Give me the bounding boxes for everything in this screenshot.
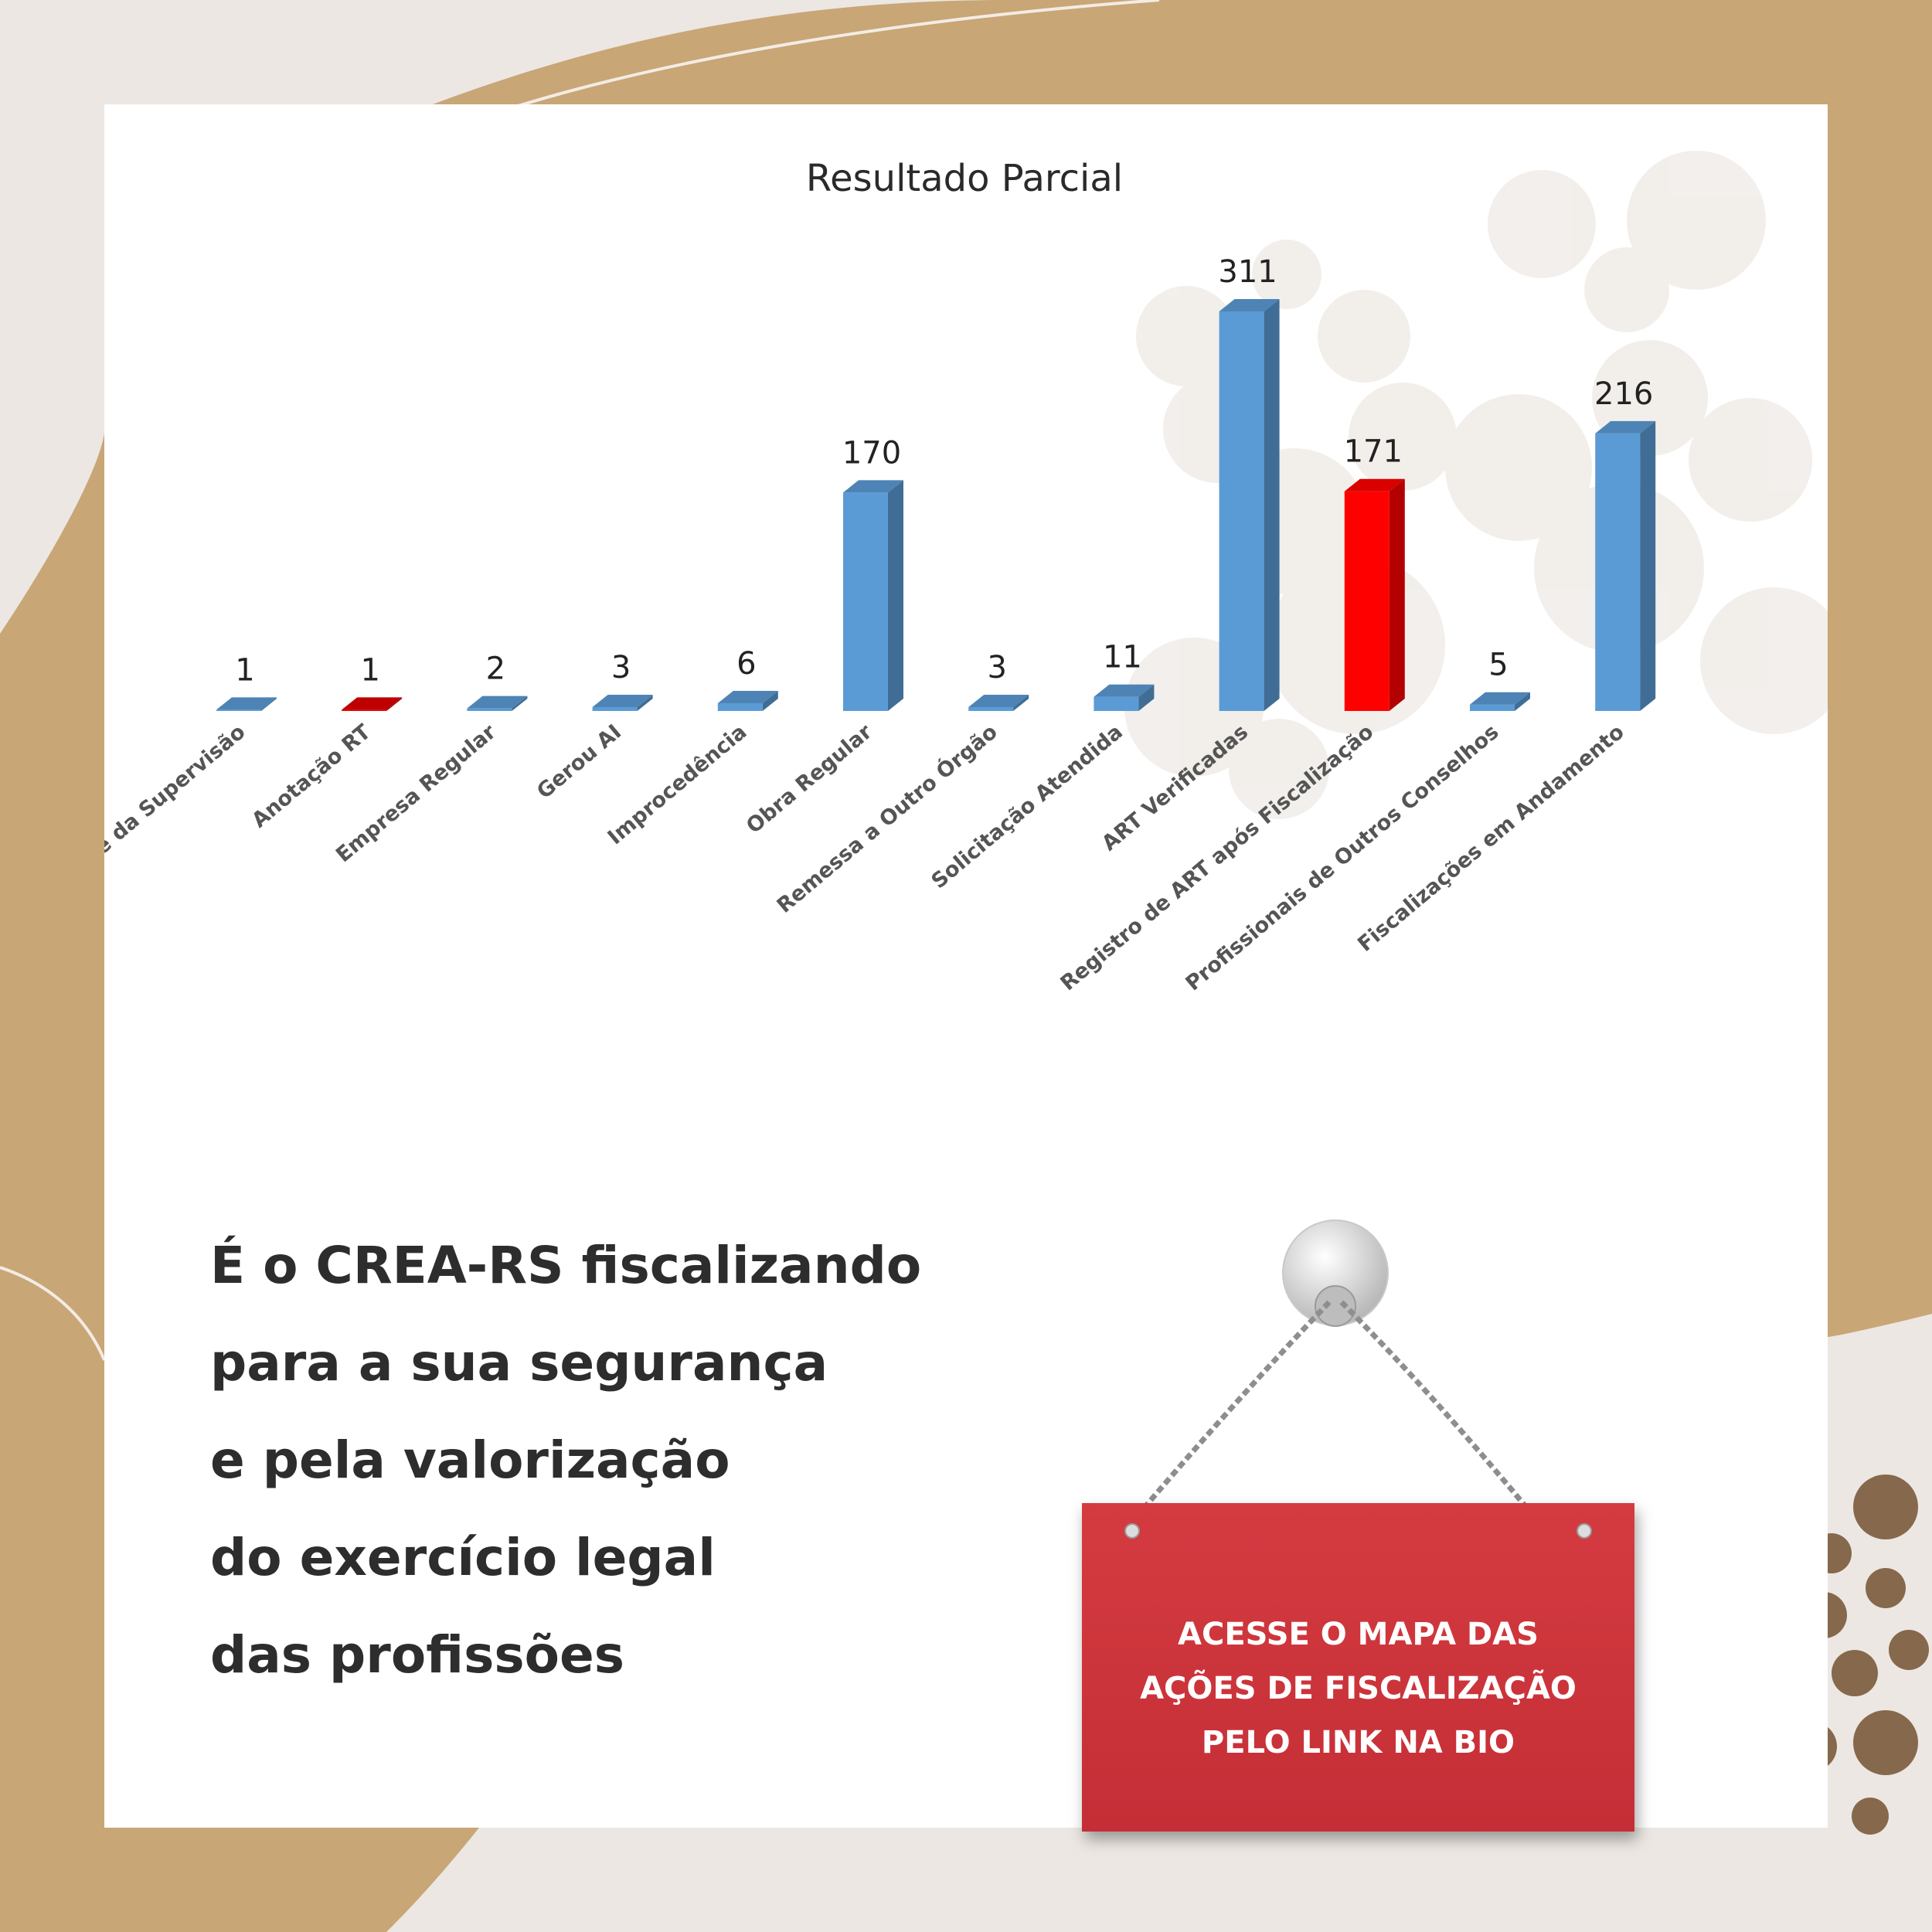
category-label: Obra Regular — [742, 719, 877, 838]
bar-8 — [1094, 684, 1155, 711]
bar-side — [637, 695, 653, 711]
bar-side — [1640, 420, 1656, 711]
value-label: 170 — [842, 435, 901, 471]
category-label: Gerou AI — [532, 720, 626, 804]
bar-side — [1138, 684, 1155, 711]
value-label: 5 — [1488, 648, 1508, 683]
value-label: 311 — [1218, 254, 1277, 290]
value-label: 216 — [1594, 376, 1653, 412]
category-label: Análise da Supervisão — [104, 720, 250, 906]
dot-decoration — [1866, 1568, 1906, 1608]
hook-knob-icon — [1315, 1285, 1356, 1327]
bar-top — [342, 697, 403, 710]
headline-line: É o CREA-RS fiscalizando — [210, 1236, 922, 1295]
bar-front — [592, 707, 638, 711]
bar-2 — [342, 697, 403, 711]
faded-circles-decoration — [1124, 151, 1828, 819]
bar-side — [888, 480, 903, 711]
bar-top — [1344, 478, 1405, 492]
bar-4 — [592, 695, 653, 711]
value-label: 11 — [1103, 640, 1142, 675]
value-label: 3 — [611, 650, 631, 685]
bar-top — [467, 696, 528, 709]
bar-front — [1470, 704, 1515, 711]
category-label: Improcedência — [604, 720, 752, 850]
bar-front — [216, 709, 261, 711]
category-label: Fiscalizações em Andamento — [1353, 720, 1629, 957]
rivet-icon — [1577, 1523, 1592, 1539]
bar-side — [1515, 692, 1530, 711]
dot-decoration — [1832, 1650, 1878, 1696]
bar-side — [386, 697, 403, 711]
bar-top — [843, 480, 903, 493]
rivet-icon — [1124, 1523, 1140, 1539]
tan-shape-left — [0, 433, 479, 1932]
category-label: Remessa a Outro Órgão — [772, 719, 1002, 918]
bar-1 — [216, 697, 277, 711]
bar-10 — [1344, 478, 1405, 711]
value-label: 3 — [987, 650, 1006, 685]
sign-line: ACESSE O MAPA DAS — [1178, 1617, 1539, 1652]
hanging-sign: ACESSE O MAPA DAS AÇÕES DE FISCALIZAÇÃO … — [1047, 1148, 1634, 1843]
bar-front — [1344, 491, 1389, 711]
headline-line: para a sua segurança — [210, 1333, 828, 1393]
bar-front — [1219, 311, 1264, 711]
bar-3 — [467, 696, 528, 711]
value-label: 2 — [486, 651, 505, 687]
bar-front — [1094, 696, 1139, 711]
curve-line-top — [463, 0, 1160, 125]
bar-chart: Resultado Parcial 1 Análise da Supervisão… — [104, 151, 1828, 996]
bar-front — [467, 708, 512, 711]
curve-line-left — [0, 1266, 106, 1361]
bar-11 — [1470, 692, 1530, 711]
value-label: 1 — [235, 652, 254, 688]
dot-decoration — [1889, 1630, 1929, 1670]
bar-top — [1219, 299, 1280, 311]
bar-top — [1595, 420, 1656, 434]
category-label: Anotação RT — [247, 719, 376, 832]
bar-top — [216, 697, 277, 710]
bar-side — [261, 697, 277, 711]
chain-left-icon — [1136, 1300, 1332, 1517]
bar-top — [1094, 684, 1155, 697]
bar-side — [762, 691, 778, 711]
bar-front — [1595, 433, 1641, 711]
dot-decoration — [1852, 1798, 1889, 1835]
dot-decoration — [1853, 1475, 1918, 1539]
bar-side — [1264, 299, 1280, 711]
bar-6 — [843, 480, 903, 711]
bar-top — [968, 695, 1029, 708]
bar-5 — [717, 691, 778, 711]
headline-line: e pela valorização — [210, 1430, 730, 1490]
bar-front — [968, 707, 1014, 711]
bar-9 — [1219, 299, 1280, 711]
headline-line: das profissões — [210, 1625, 625, 1685]
bar-top — [592, 695, 653, 708]
bar-top — [1470, 692, 1530, 705]
sign-board[interactable]: ACESSE O MAPA DAS AÇÕES DE FISCALIZAÇÃO … — [1082, 1503, 1634, 1832]
sign-text: ACESSE O MAPA DAS AÇÕES DE FISCALIZAÇÃO … — [1082, 1607, 1634, 1770]
headline-line: do exercício legal — [210, 1528, 716, 1587]
bar-7 — [968, 695, 1029, 711]
value-label: 6 — [736, 646, 756, 682]
sign-line: AÇÕES DE FISCALIZAÇÃO — [1140, 1671, 1577, 1706]
value-label: 1 — [360, 652, 379, 688]
value-label: 171 — [1344, 434, 1403, 470]
content-card: Resultado Parcial 1 Análise da Supervisão… — [104, 104, 1828, 1832]
sign-hanger — [1136, 1219, 1535, 1517]
bar-12 — [1595, 420, 1656, 711]
bar-top — [717, 691, 778, 704]
sign-rivets — [1124, 1523, 1592, 1539]
bar-front — [843, 492, 888, 711]
dot-decoration — [1853, 1710, 1918, 1775]
bar-front — [342, 709, 387, 711]
chart-title: Resultado Parcial — [806, 157, 1123, 200]
chain-right-icon — [1339, 1300, 1535, 1517]
headline-message: É o CREA-RS fiscalizando para a sua segu… — [210, 1217, 1060, 1704]
bar-side — [1389, 478, 1405, 711]
sign-line: PELO LINK NA BIO — [1201, 1725, 1515, 1760]
bar-side — [512, 696, 528, 711]
bar-side — [1013, 695, 1029, 711]
bar-front — [717, 703, 763, 711]
